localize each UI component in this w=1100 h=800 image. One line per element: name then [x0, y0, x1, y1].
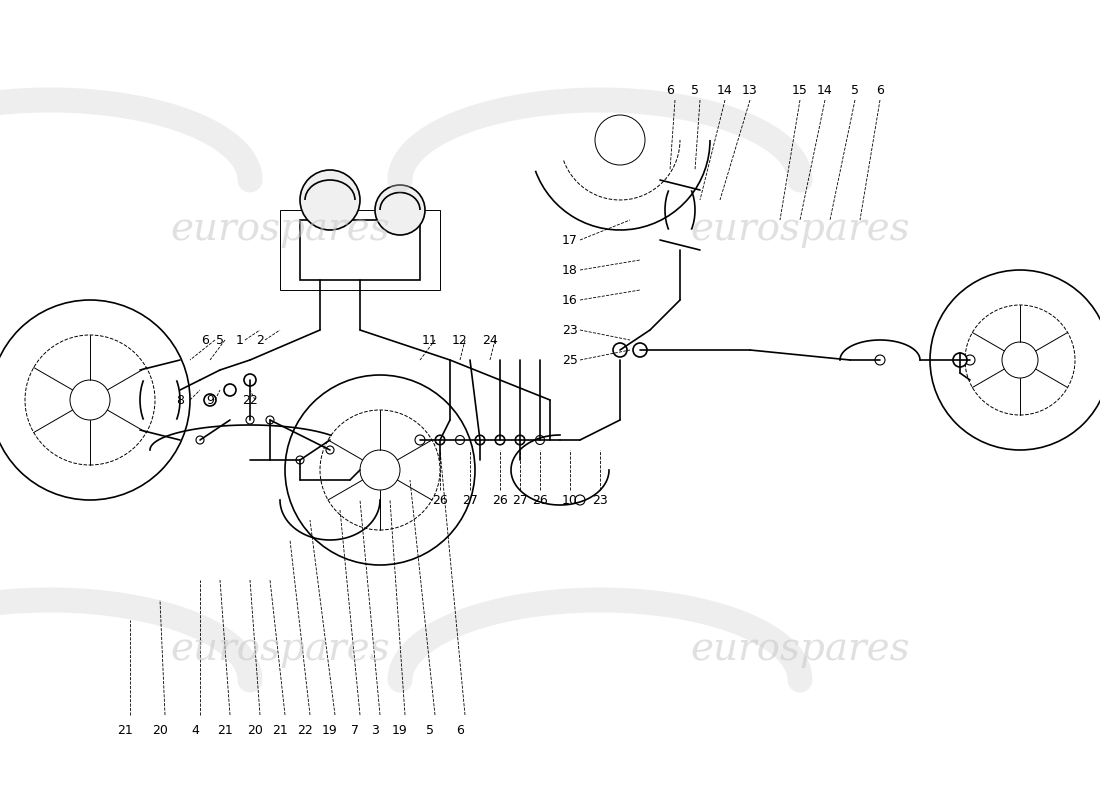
Text: eurospares: eurospares — [170, 631, 389, 669]
Circle shape — [300, 170, 360, 230]
Text: 18: 18 — [562, 263, 578, 277]
Text: 23: 23 — [592, 494, 608, 506]
Circle shape — [224, 384, 236, 396]
Text: 24: 24 — [482, 334, 498, 346]
Circle shape — [516, 435, 525, 445]
Circle shape — [515, 435, 525, 445]
Bar — [300, 220, 420, 280]
Bar — [280, 210, 440, 290]
Text: 26: 26 — [492, 494, 508, 506]
Text: 5: 5 — [216, 334, 224, 346]
Text: 14: 14 — [817, 83, 833, 97]
Text: 12: 12 — [452, 334, 468, 346]
Text: 13: 13 — [742, 83, 758, 97]
Circle shape — [326, 446, 334, 454]
Text: 11: 11 — [422, 334, 438, 346]
Circle shape — [436, 435, 444, 445]
Text: 8: 8 — [176, 394, 184, 406]
Circle shape — [495, 435, 505, 445]
Text: 17: 17 — [562, 234, 578, 246]
Text: 5: 5 — [691, 83, 698, 97]
Text: 27: 27 — [513, 494, 528, 506]
Text: 4: 4 — [191, 723, 199, 737]
Text: 21: 21 — [117, 723, 133, 737]
Circle shape — [244, 374, 256, 386]
Text: 6: 6 — [201, 334, 209, 346]
Text: 9: 9 — [206, 394, 213, 406]
Text: 20: 20 — [152, 723, 168, 737]
Text: eurospares: eurospares — [690, 631, 910, 669]
Circle shape — [434, 435, 446, 445]
Text: 22: 22 — [242, 394, 257, 406]
Text: 2: 2 — [256, 334, 264, 346]
Circle shape — [965, 355, 975, 365]
Text: 1: 1 — [236, 334, 244, 346]
Text: 19: 19 — [392, 723, 408, 737]
Circle shape — [455, 435, 464, 445]
Circle shape — [632, 343, 647, 357]
Circle shape — [266, 416, 274, 424]
Text: 20: 20 — [248, 723, 263, 737]
Text: 26: 26 — [432, 494, 448, 506]
Circle shape — [375, 185, 425, 235]
Circle shape — [575, 495, 585, 505]
Text: 21: 21 — [217, 723, 233, 737]
Text: eurospares: eurospares — [690, 211, 910, 249]
Text: 19: 19 — [322, 723, 338, 737]
Text: 22: 22 — [297, 723, 312, 737]
Text: 3: 3 — [371, 723, 378, 737]
Circle shape — [495, 435, 505, 445]
Circle shape — [246, 416, 254, 424]
Circle shape — [475, 435, 485, 445]
Text: 21: 21 — [272, 723, 288, 737]
Text: 6: 6 — [456, 723, 464, 737]
Text: 16: 16 — [562, 294, 578, 306]
Circle shape — [953, 353, 967, 367]
Circle shape — [204, 394, 216, 406]
Text: 14: 14 — [717, 83, 733, 97]
Circle shape — [296, 456, 304, 464]
Text: 26: 26 — [532, 494, 548, 506]
Text: 15: 15 — [792, 83, 807, 97]
Text: 25: 25 — [562, 354, 578, 366]
Circle shape — [874, 355, 886, 365]
Text: 10: 10 — [562, 494, 578, 506]
Text: 23: 23 — [562, 323, 578, 337]
Text: 27: 27 — [462, 494, 477, 506]
Text: 5: 5 — [426, 723, 434, 737]
Circle shape — [475, 435, 484, 445]
Text: 7: 7 — [351, 723, 359, 737]
Circle shape — [613, 343, 627, 357]
Circle shape — [196, 436, 204, 444]
Circle shape — [536, 435, 544, 445]
Text: 6: 6 — [667, 83, 674, 97]
Text: eurospares: eurospares — [170, 211, 389, 249]
Text: 6: 6 — [876, 83, 884, 97]
Circle shape — [415, 435, 425, 445]
Text: 5: 5 — [851, 83, 859, 97]
